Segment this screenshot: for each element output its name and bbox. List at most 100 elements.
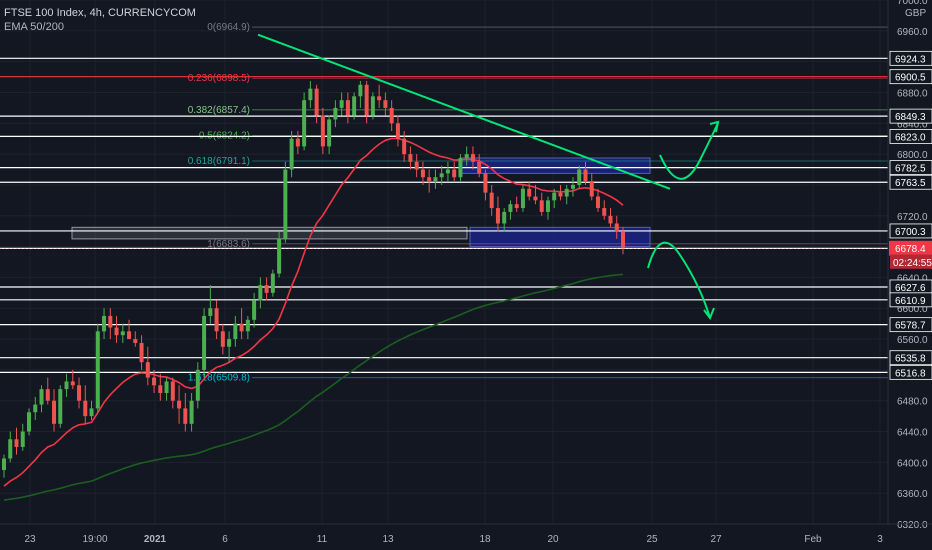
candle-body-14 [89,408,94,417]
time-axis[interactable]: 23 19:00 2021 6 11 13 18 20 25 27 Feb 3 [0,523,932,545]
level-label-11: 6535.8 [895,354,926,365]
candle-body-55 [345,100,350,116]
price-tick-8: 6640.0 [897,273,928,284]
descending-trendline [257,33,671,190]
candle-body-47 [295,138,300,147]
indicator-legend[interactable]: EMA 50/200 [4,21,64,33]
candle-body-35 [220,331,225,347]
candle-body-28 [177,400,182,409]
currency-label: GBP [905,8,926,19]
candle-body-17 [108,315,113,328]
candle-body-91 [570,184,575,189]
price-tick-12: 6800.0 [897,150,928,161]
level-label-6: 6700.3 [895,227,926,238]
level-tag-2 [889,108,932,124]
candle-body-20 [127,331,132,340]
candle-body-61 [383,100,388,108]
ema-50-line [3,137,624,487]
price-tick-3: 6440.0 [897,428,928,439]
candle-body-2 [14,439,19,447]
candle-body-27 [170,381,175,401]
candle-body-49 [308,88,313,101]
price-tick-6: 6560.0 [897,335,928,346]
candle-body-76 [477,161,482,174]
level-label-0: 6924.3 [895,54,926,65]
chart-header: FTSE 100 Index, 4h, CURRENCYCOM EMA 50/2… [4,6,196,34]
candle-body-56 [352,96,357,116]
candle-body-67 [420,169,425,178]
candle-body-88 [552,192,557,201]
candle-body-75 [470,154,475,162]
candle-body-5 [33,404,38,413]
fib-label-0: 0(6964.9) [207,22,250,33]
price-tick-14: 6880.0 [897,88,928,99]
candle-body-41 [258,285,263,301]
level-tag-3 [889,128,932,144]
candle-body-8 [52,400,57,424]
price-tick-7: 6600.0 [897,304,928,315]
level-label-8: 6627.6 [895,283,926,294]
time-tick-5: 13 [382,534,394,545]
candle-body-86 [539,200,544,212]
candle-body-24 [152,377,157,386]
candle-body-60 [377,96,382,101]
candle-body-37 [233,323,238,340]
candle-body-68 [427,177,432,182]
level-label-9: 6610.9 [895,296,926,307]
candle-body-13 [83,400,88,417]
countdown-label: 02:24:55 [893,258,932,269]
candle-body-58 [364,84,369,116]
candle-body-92 [577,169,582,185]
price-tick-16: 6960.0 [897,27,928,38]
fib-box [71,226,468,240]
candle-body-72 [452,169,457,178]
candle-body-74 [464,154,469,158]
candle-body-73 [458,157,463,178]
candle-body-40 [252,300,257,320]
candle-body-46 [289,138,294,170]
fib-label-5: 1(6683.6) [207,239,250,250]
price-tick-13: 6840.0 [897,119,928,130]
candle-body-38 [239,323,244,332]
candle-body-64 [402,138,407,155]
fib-label-1: 0.236(6898.5) [188,73,250,84]
candle-body-70 [439,173,444,178]
level-label-5: 6763.5 [895,178,926,189]
countdown-tag [890,254,932,269]
symbol-title[interactable]: FTSE 100 Index, 4h, CURRENCYCOM [4,7,196,19]
candle-body-66 [414,161,419,170]
candle-body-94 [589,181,594,197]
candle-body-62 [389,107,394,124]
time-tick-2: 2021 [144,534,167,545]
time-tick-9: 27 [710,534,722,545]
candle-body-42 [264,285,269,293]
candle-body-3 [20,431,25,447]
time-tick-10: Feb [804,534,822,545]
candle-body-36 [227,339,232,347]
candle-body-0 [2,458,6,471]
candle-body-85 [533,196,538,201]
time-tick-11: 3 [877,534,883,545]
level-tag-4 [889,160,932,176]
price-tick-0: 6320.0 [897,520,928,531]
candle-body-26 [164,381,169,393]
level-tag-0 [889,50,932,66]
level-tag-12 [889,364,932,380]
candle-body-50 [314,88,319,116]
candle-body-32 [202,315,207,370]
price-tick-2: 6400.0 [897,458,928,469]
candle-body-59 [370,96,375,116]
trend-drawings [257,33,720,321]
level-label-10: 6578.7 [895,321,926,332]
bullish-arrow-head [709,120,720,133]
candle-body-95 [595,196,600,209]
candle-body-80 [502,211,507,224]
time-tick-3: 6 [222,534,228,545]
candle-body-89 [558,192,563,197]
candle-body-51 [320,115,325,147]
time-tick-6: 18 [479,534,491,545]
level-tag-6 [889,223,932,239]
ema-lines [3,137,624,501]
